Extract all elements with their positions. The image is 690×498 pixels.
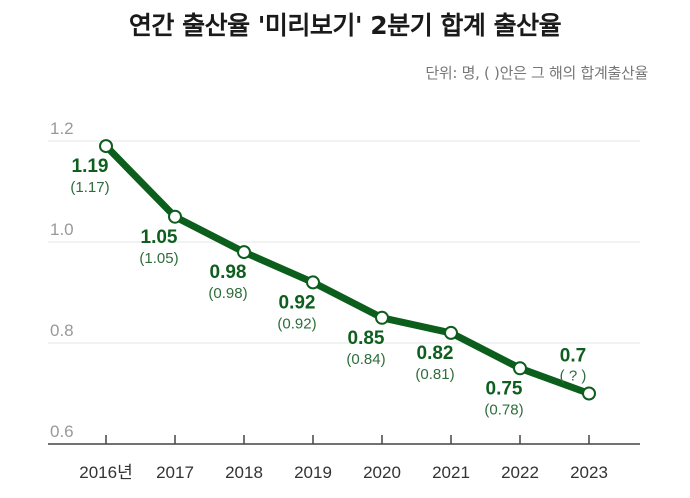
annual-rate-label: (0.98)	[208, 285, 247, 302]
data-point	[444, 325, 458, 340]
y-tick-label: 1.0	[50, 220, 74, 239]
data-point	[582, 386, 596, 401]
data-label: 0.7	[560, 346, 586, 367]
x-tick-label: 2017	[156, 463, 194, 482]
annual-rate-label: (1.05)	[139, 250, 178, 267]
data-label: 0.75	[486, 378, 523, 399]
data-label: 0.82	[417, 343, 454, 364]
data-point	[168, 209, 182, 224]
annual-rate-label: ( ? )	[560, 368, 587, 385]
data-label: 0.85	[348, 328, 385, 349]
chart-subtitle: 단위: 명, ( )안은 그 해의 합계출산율	[425, 64, 648, 82]
data-label: 1.05	[141, 227, 178, 248]
x-tick-label: 2019	[294, 463, 332, 482]
series-line	[102, 142, 593, 397]
y-tick-label: 0.6	[50, 422, 74, 441]
x-tick-label: 2016년	[79, 463, 132, 482]
data-label: 0.98	[210, 262, 247, 283]
annual-rate-label: (0.81)	[415, 366, 454, 383]
data-point	[306, 275, 320, 290]
x-tick-label: 2023	[570, 463, 608, 482]
annual-rate-label: (0.78)	[484, 401, 523, 418]
annual-rate-label: (0.84)	[346, 351, 385, 368]
data-label: 1.19	[72, 156, 109, 177]
data-point	[513, 361, 527, 376]
y-tick-label: 1.2	[50, 119, 74, 138]
data-point	[375, 310, 389, 325]
annual-rate-label: (0.92)	[277, 315, 316, 332]
x-tick-label: 2022	[501, 463, 539, 482]
data-point	[237, 245, 251, 260]
x-tick-label: 2018	[225, 463, 263, 482]
data-point	[99, 139, 113, 154]
y-tick-label: 0.8	[50, 321, 74, 340]
data-label: 0.92	[279, 292, 316, 313]
x-tick-label: 2021	[432, 463, 470, 482]
annual-rate-label: (1.17)	[70, 179, 109, 196]
x-tick-label: 2020	[363, 463, 401, 482]
chart-title: 연간 출산율 '미리보기' 2분기 합계 출산율	[128, 11, 562, 40]
